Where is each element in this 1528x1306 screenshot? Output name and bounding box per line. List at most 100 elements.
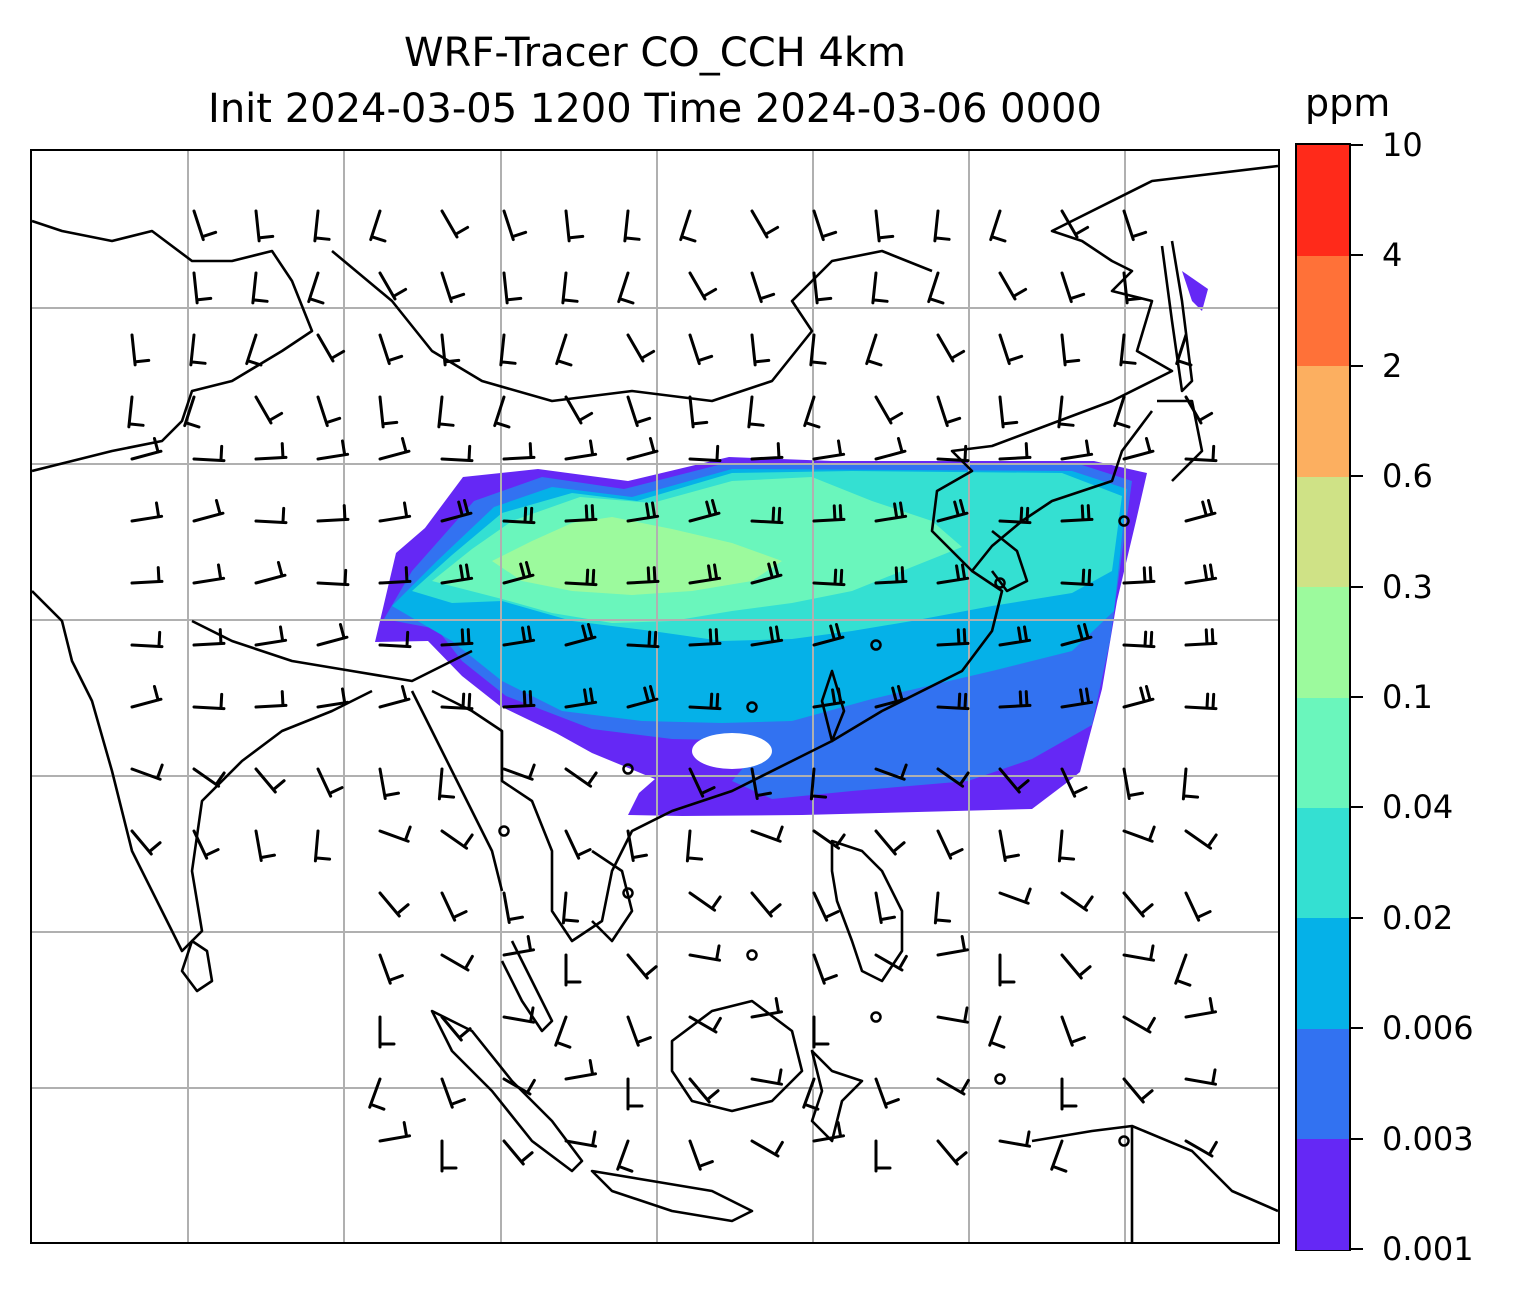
wind-barb xyxy=(1184,891,1212,922)
wind-barb xyxy=(1184,628,1218,647)
wind-barb xyxy=(502,763,536,781)
wind-barb xyxy=(313,209,331,243)
wind-barb xyxy=(1122,271,1143,305)
colorbar-tick-label: 0.04 xyxy=(1382,788,1454,827)
colorbar-tick xyxy=(1351,1137,1363,1140)
wind-barb xyxy=(378,333,404,366)
calm-wind-circle xyxy=(1118,515,1130,527)
wind-barb xyxy=(192,271,213,305)
colorbar-unit-label: ppm xyxy=(1305,81,1391,125)
wind-barb xyxy=(998,953,1016,987)
wind-barb xyxy=(626,395,652,428)
coastline-sulawesi xyxy=(810,1049,864,1143)
wind-barb xyxy=(1060,568,1094,587)
wind-barb xyxy=(1113,395,1131,429)
wind-barb xyxy=(1060,271,1086,304)
wind-barb xyxy=(936,563,970,585)
wind-barb xyxy=(1184,1139,1218,1158)
wind-barb xyxy=(254,395,284,425)
wind-barb xyxy=(750,442,784,461)
wind-barb xyxy=(874,953,908,972)
wind-barb xyxy=(555,333,573,367)
coastline-sumatra xyxy=(430,1009,584,1173)
wind-barb xyxy=(1050,1139,1068,1173)
wind-barb xyxy=(564,829,592,860)
wind-barb xyxy=(750,891,782,918)
wind-barb xyxy=(936,935,970,957)
wind-barb xyxy=(378,953,404,985)
wind-barb xyxy=(316,767,344,798)
wind-barb xyxy=(1122,891,1154,918)
wind-barb xyxy=(874,209,895,243)
wind-barb xyxy=(245,333,263,367)
wind-barb xyxy=(192,829,220,860)
map-subtitle: Init 2024-03-05 1200 Time 2024-03-06 000… xyxy=(208,86,1102,132)
wind-barb xyxy=(254,829,276,863)
wind-barb xyxy=(130,829,162,856)
wind-barb xyxy=(437,767,456,801)
wind-barb xyxy=(1060,1077,1078,1111)
wind-barb xyxy=(251,271,269,305)
wind-barb xyxy=(688,444,722,463)
wind-barb xyxy=(616,1139,634,1173)
wind-barb xyxy=(378,630,412,649)
wind-barb xyxy=(1060,504,1094,523)
calm-wind-circle xyxy=(746,949,758,961)
wind-barb xyxy=(874,684,907,709)
colorbar-tick-label: 0.6 xyxy=(1382,457,1433,496)
colorbar-segment xyxy=(1297,807,1349,919)
wind-barb xyxy=(679,209,697,243)
wind-barb xyxy=(688,767,716,798)
colorbar-tick xyxy=(1351,475,1363,478)
colorbar-tick-label: 10 xyxy=(1382,126,1423,164)
wind-barb xyxy=(130,763,164,781)
wind-barb xyxy=(998,625,1032,647)
colorbar xyxy=(1295,143,1351,1251)
wind-barb xyxy=(688,1077,720,1104)
coastline-korea xyxy=(990,529,1029,593)
wind-barb xyxy=(936,1139,968,1166)
wind-barb xyxy=(440,891,468,922)
wind-barb xyxy=(378,825,412,843)
wind-barb xyxy=(1122,209,1148,242)
colorbar-segment xyxy=(1297,586,1349,698)
wind-barb xyxy=(688,271,718,301)
wind-barb xyxy=(1060,1015,1086,1047)
wind-barb xyxy=(502,935,536,957)
colorbar-tick xyxy=(1351,364,1363,367)
wind-barb xyxy=(809,333,827,367)
coastline-java xyxy=(590,1169,754,1223)
colorbar-tick-label: 0.1 xyxy=(1382,678,1433,716)
wind-barb xyxy=(254,442,288,461)
wind-barb xyxy=(936,395,962,428)
wind-barb xyxy=(998,395,1019,429)
wind-barb xyxy=(378,566,412,585)
wind-barb xyxy=(812,271,833,305)
wind-barb xyxy=(936,333,966,363)
wind-barb xyxy=(440,1139,458,1173)
wind-barb xyxy=(1060,891,1094,912)
wind-barb xyxy=(440,953,474,972)
wind-barb xyxy=(564,622,597,647)
colorbar-segment xyxy=(1297,476,1349,588)
wind-barb xyxy=(440,209,470,239)
wind-barb xyxy=(1184,829,1218,850)
wind-barb xyxy=(936,1077,970,1096)
calm-wind-circle xyxy=(1118,1135,1130,1147)
wind-barb xyxy=(750,209,780,239)
wind-barb xyxy=(998,887,1032,905)
wind-barb xyxy=(685,829,704,863)
wind-barb xyxy=(626,684,659,709)
wind-barb xyxy=(130,630,164,649)
wind-barb xyxy=(936,628,970,647)
wind-barb xyxy=(803,395,821,429)
wind-barb xyxy=(502,1006,536,1024)
map-panel[interactable] xyxy=(30,149,1280,1244)
wind-barb xyxy=(998,829,1020,863)
calm-wind-markers xyxy=(498,515,1130,1147)
wind-barb xyxy=(189,333,207,367)
border-himalaya xyxy=(191,619,473,683)
wind-barb xyxy=(812,687,846,709)
wind-barb xyxy=(440,1077,466,1109)
wind-barb xyxy=(316,395,342,428)
